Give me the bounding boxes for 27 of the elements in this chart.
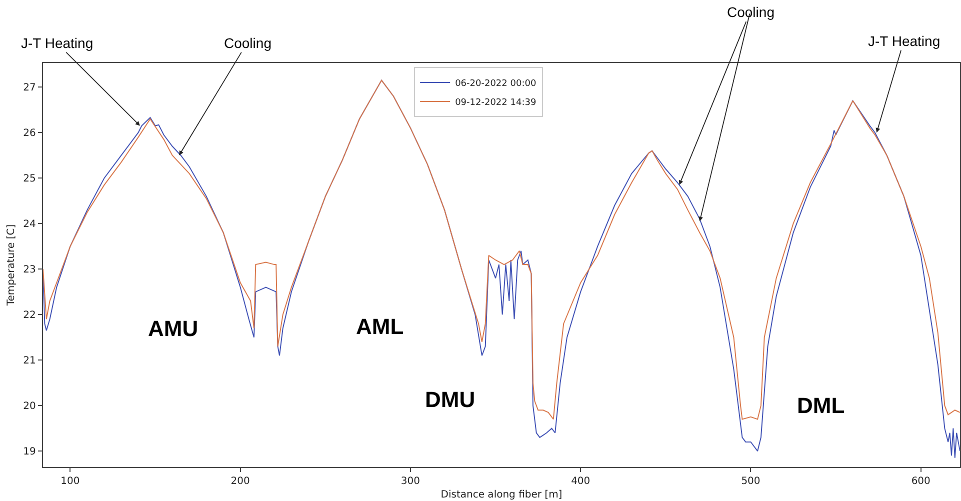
y-tick-label: 22	[23, 310, 36, 322]
annotation: Cooling	[727, 4, 774, 20]
y-tick-label: 26	[23, 128, 36, 140]
legend-label: 06-20-2022 00:00	[455, 79, 536, 90]
annotation: J-T Heating	[21, 35, 94, 51]
x-tick-label: 300	[400, 476, 420, 488]
y-tick-label: 19	[23, 446, 36, 458]
x-tick-label: 600	[911, 476, 930, 488]
annotation: DMU	[425, 387, 476, 412]
legend-label: 09-12-2022 14:39	[455, 98, 536, 108]
x-tick-label: 200	[230, 476, 250, 488]
annotation: J-T Heating	[868, 33, 940, 49]
y-tick-label: 21	[23, 356, 36, 367]
annotation: AMU	[148, 316, 198, 341]
y-tick-label: 27	[23, 82, 36, 94]
annotation: AML	[356, 314, 404, 339]
x-tick-label: 100	[60, 476, 80, 488]
y-axis-title: Temperature [C]	[6, 224, 18, 307]
y-tick-label: 24	[23, 219, 36, 230]
y-tick-label: 25	[23, 174, 36, 185]
x-tick-label: 400	[571, 476, 590, 488]
y-tick-label: 23	[23, 264, 36, 276]
annotation: DML	[797, 393, 845, 418]
x-tick-label: 500	[741, 476, 760, 488]
annotation: Cooling	[224, 35, 272, 51]
y-tick-label: 20	[23, 401, 36, 412]
x-axis-title: Distance along fiber [m]	[440, 490, 562, 501]
